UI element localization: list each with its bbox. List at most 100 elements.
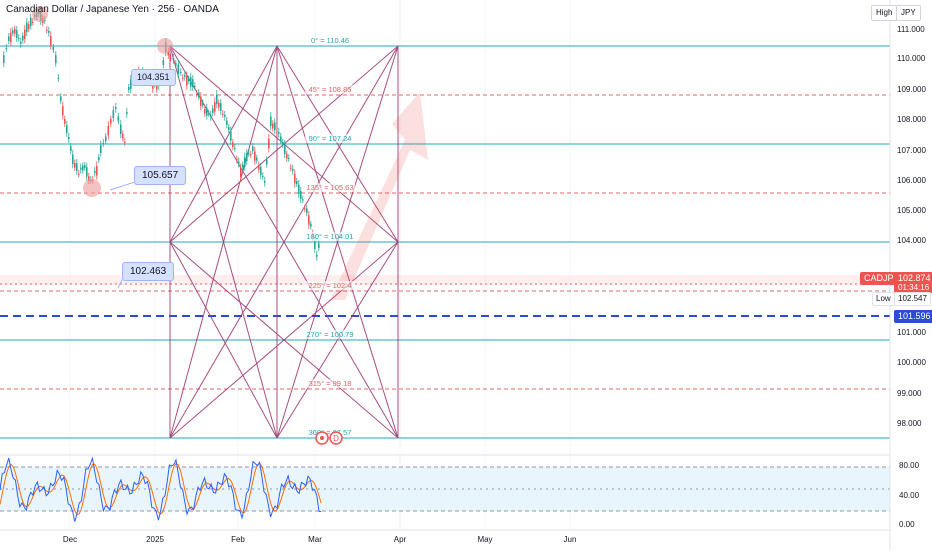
candle-body bbox=[308, 215, 310, 225]
candle-body bbox=[280, 136, 282, 141]
candle-body bbox=[212, 108, 214, 113]
svg-text:D: D bbox=[333, 434, 339, 443]
candle-body bbox=[170, 57, 172, 59]
projection-arrow[interactable] bbox=[330, 92, 428, 300]
candle-body bbox=[298, 184, 300, 194]
candle-body bbox=[10, 32, 12, 43]
fan-label-background bbox=[305, 36, 355, 45]
candle-body bbox=[304, 208, 306, 210]
candle-body bbox=[214, 102, 216, 112]
low-price-tag: 102.547 bbox=[894, 292, 931, 306]
candle-body bbox=[82, 165, 84, 171]
candle-body bbox=[48, 31, 50, 33]
price-tick-label: 111.000 bbox=[897, 25, 925, 34]
candle-body bbox=[80, 167, 82, 170]
candle-body bbox=[240, 168, 242, 178]
candle-body bbox=[224, 115, 226, 117]
candle-body bbox=[126, 112, 128, 114]
candle-body bbox=[32, 21, 34, 23]
swing-high-marker bbox=[32, 6, 48, 22]
candle-body bbox=[14, 29, 16, 34]
event-markers[interactable]: D bbox=[315, 431, 343, 445]
currency-button[interactable]: JPY bbox=[896, 5, 921, 21]
price-callout-102[interactable]: 102.463 bbox=[122, 262, 175, 281]
fan-label-background bbox=[305, 379, 355, 388]
candle-body bbox=[216, 94, 218, 104]
peak-marker bbox=[157, 38, 173, 54]
candle-body bbox=[202, 102, 204, 106]
price-tick-label: 110.000 bbox=[897, 54, 926, 63]
candle-body bbox=[236, 159, 238, 161]
fan-label-background bbox=[305, 330, 355, 339]
fan-level-label: 135° = 105.63 bbox=[307, 183, 354, 192]
candle-body bbox=[286, 154, 288, 159]
candle-body bbox=[276, 131, 278, 133]
candle-body bbox=[55, 55, 57, 63]
candle-body bbox=[198, 92, 200, 97]
oscillator-tick-label: 80.00 bbox=[899, 461, 920, 470]
candle-body bbox=[117, 116, 120, 121]
candle-body bbox=[70, 146, 72, 151]
candle-body bbox=[98, 157, 100, 160]
symbol-title[interactable]: Canadian Dollar / Japanese Yen · 256 · O… bbox=[6, 4, 219, 15]
candle-body bbox=[226, 120, 228, 125]
callout-pointer-lower bbox=[117, 279, 123, 289]
candle-body bbox=[316, 255, 318, 257]
price-tick-label: 101.000 bbox=[897, 328, 926, 337]
candle-body bbox=[200, 96, 202, 107]
price-callout-104[interactable]: 104.351 bbox=[131, 69, 176, 86]
oscillator-tick-label: 0.00 bbox=[899, 520, 915, 529]
price-callout-105[interactable]: 105.657 bbox=[134, 166, 187, 185]
candle-body bbox=[162, 60, 165, 65]
fan-level-label: 225° = 102.4 bbox=[309, 281, 352, 290]
candle-body bbox=[252, 146, 254, 151]
candle-body bbox=[78, 173, 80, 175]
candle-body bbox=[96, 166, 98, 176]
candle-body bbox=[120, 124, 122, 134]
candle-body bbox=[288, 158, 290, 159]
candle-body bbox=[182, 77, 184, 79]
candle-body bbox=[194, 86, 196, 87]
candle-body bbox=[12, 30, 14, 34]
candle-body bbox=[234, 148, 236, 149]
stochastic-k-line bbox=[0, 456, 322, 522]
fan-label-background bbox=[305, 85, 355, 94]
fan-label-background bbox=[305, 232, 355, 241]
candle-body bbox=[94, 171, 96, 173]
price-tick-label: 100.000 bbox=[897, 358, 926, 367]
oscillator-tick-label: 40.00 bbox=[899, 491, 920, 500]
price-tick-label: 108.000 bbox=[897, 115, 926, 124]
price-tick-label: 109.000 bbox=[897, 85, 926, 94]
candle-body bbox=[66, 125, 68, 133]
candle-body bbox=[8, 36, 10, 41]
countdown-badge: 01:34:16 bbox=[894, 282, 932, 293]
candle-body bbox=[62, 106, 64, 116]
candle-body bbox=[262, 176, 264, 177]
event-icon-2[interactable] bbox=[329, 431, 343, 445]
low-label: Low bbox=[872, 292, 895, 306]
candle-body bbox=[264, 181, 266, 183]
high-button[interactable]: High bbox=[871, 5, 898, 21]
candle-body bbox=[190, 77, 192, 87]
candle-body bbox=[228, 127, 230, 130]
gann-square[interactable] bbox=[169, 45, 399, 439]
time-tick-label: Feb bbox=[231, 535, 245, 544]
price-tick-label: 105.000 bbox=[897, 206, 926, 215]
candle-body bbox=[52, 47, 55, 50]
fan-level-label: 360° = 97.57 bbox=[309, 428, 352, 437]
low-zone-band bbox=[0, 275, 890, 285]
candle-body bbox=[84, 165, 86, 168]
candle-body bbox=[122, 134, 124, 139]
symbol-badge[interactable]: CADJPY bbox=[860, 272, 904, 285]
time-tick-label: Mar bbox=[308, 535, 322, 544]
price-tick-label: 106.000 bbox=[897, 176, 926, 185]
candle-body bbox=[115, 107, 117, 109]
candle-body bbox=[204, 109, 206, 114]
candle-body bbox=[26, 22, 28, 32]
fan-label-background bbox=[305, 281, 355, 290]
candle-body bbox=[210, 115, 212, 117]
candle-body bbox=[274, 122, 276, 131]
candle-body bbox=[266, 159, 268, 165]
candle-body bbox=[44, 20, 46, 21]
